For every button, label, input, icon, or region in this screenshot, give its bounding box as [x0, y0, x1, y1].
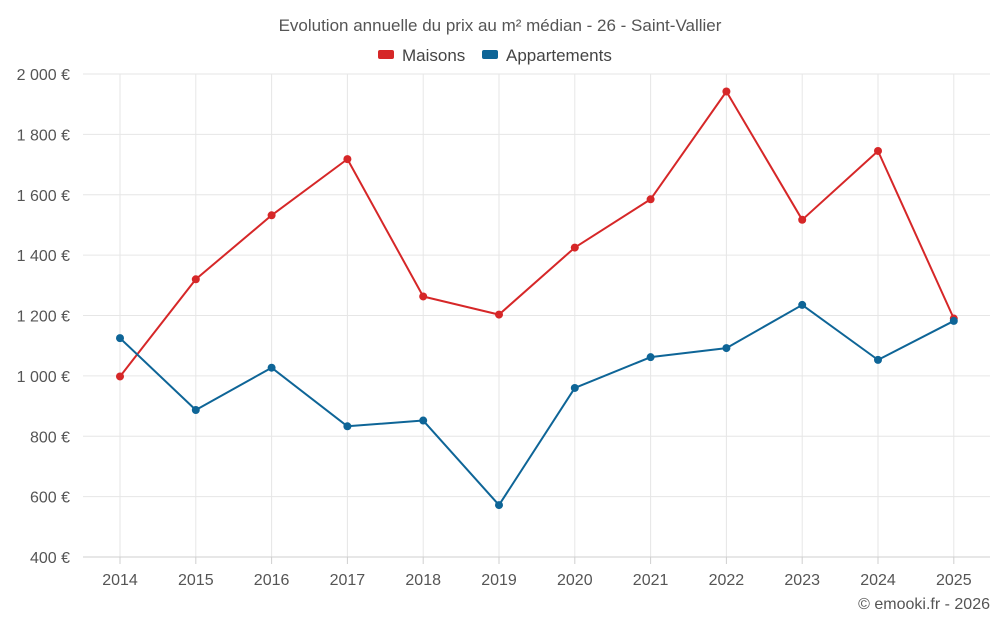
- legend-label-maisons: Maisons: [402, 46, 465, 65]
- data-point-appartements[interactable]: [116, 334, 124, 343]
- data-point-appartements[interactable]: [570, 383, 579, 392]
- data-point-maisons[interactable]: [267, 211, 276, 220]
- y-tick-label: 1 600 €: [17, 188, 70, 205]
- y-tick-label: 1 000 €: [17, 369, 70, 386]
- y-tick-label: 2 000 €: [17, 67, 70, 84]
- x-tick-label: 2024: [860, 572, 896, 589]
- x-tick-label: 2015: [178, 572, 214, 589]
- data-point-appartements[interactable]: [191, 405, 200, 414]
- series-appartements: [116, 300, 958, 510]
- legend[interactable]: Maisons Appartements: [378, 46, 612, 65]
- data-point-maisons[interactable]: [722, 87, 731, 96]
- data-point-appartements[interactable]: [874, 355, 882, 364]
- x-axis-ticks: 2014 2015 2016 2017 2018 2019 2020 2021 2022 2023…: [102, 557, 972, 589]
- series-maisons: [116, 87, 958, 381]
- data-point-appartements[interactable]: [949, 316, 958, 325]
- y-gridlines: [83, 73, 990, 498]
- y-tick-label: 1 200 €: [17, 309, 70, 326]
- legend-item-appartements[interactable]: Appartements: [482, 46, 612, 65]
- series-line-maisons: [119, 90, 955, 378]
- data-point-appartements[interactable]: [495, 501, 503, 510]
- x-tick-label: 2020: [557, 572, 593, 589]
- y-tick-label: 1 800 €: [17, 127, 70, 144]
- data-point-appartements[interactable]: [419, 416, 428, 425]
- data-point-appartements[interactable]: [343, 422, 352, 431]
- data-point-maisons[interactable]: [116, 372, 124, 381]
- x-tick-label: 2022: [709, 572, 745, 589]
- data-point-maisons[interactable]: [570, 243, 579, 252]
- data-point-appartements[interactable]: [722, 344, 731, 353]
- legend-swatch-maisons: [378, 50, 394, 59]
- series-line-appartements: [119, 303, 955, 507]
- credit-text: © emooki.fr - 2026: [858, 596, 990, 613]
- x-tick-label: 2018: [405, 572, 441, 589]
- y-tick-label: 600 €: [30, 490, 70, 507]
- x-tick-label: 2025: [936, 572, 972, 589]
- data-point-maisons[interactable]: [874, 146, 882, 155]
- y-tick-label: 400 €: [30, 550, 70, 567]
- data-point-maisons[interactable]: [191, 275, 200, 284]
- data-point-maisons[interactable]: [419, 292, 428, 301]
- y-tick-label: 1 400 €: [17, 248, 70, 265]
- data-point-maisons[interactable]: [343, 155, 352, 164]
- data-point-maisons[interactable]: [646, 195, 655, 204]
- data-point-appartements[interactable]: [646, 353, 655, 362]
- legend-swatch-appartements: [482, 50, 498, 59]
- chart-title: Evolution annuelle du prix au m² médian …: [279, 16, 722, 35]
- data-point-maisons[interactable]: [798, 215, 807, 224]
- x-tick-label: 2023: [784, 572, 820, 589]
- x-tick-label: 2016: [254, 572, 290, 589]
- x-tick-label: 2021: [633, 572, 669, 589]
- legend-item-maisons[interactable]: Maisons: [378, 46, 465, 65]
- data-point-appartements[interactable]: [267, 363, 276, 372]
- data-point-maisons[interactable]: [495, 310, 503, 319]
- series-group: [116, 87, 958, 510]
- legend-label-appartements: Appartements: [506, 46, 612, 65]
- x-tick-label: 2019: [481, 572, 517, 589]
- x-tick-label: 2014: [102, 572, 138, 589]
- y-tick-label: 800 €: [30, 429, 70, 446]
- y-axis-ticks: 400 € 600 € 800 € 1 000 € 1 200 € 1 400 € 1 60…: [17, 67, 70, 567]
- data-point-appartements[interactable]: [798, 300, 807, 309]
- x-tick-label: 2017: [330, 572, 366, 589]
